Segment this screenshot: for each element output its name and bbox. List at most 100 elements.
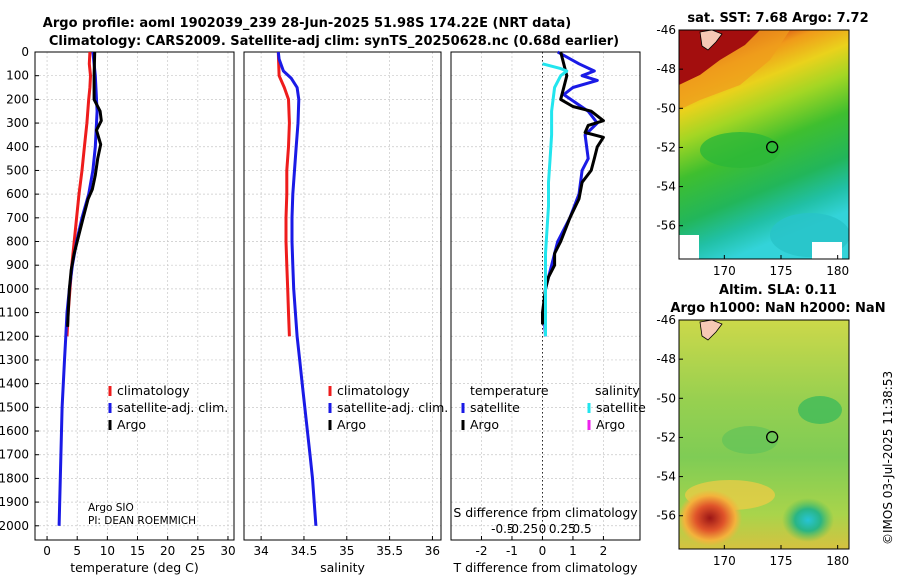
x-tick-label: -2 xyxy=(475,544,487,558)
x-tick-label: 5 xyxy=(73,544,81,558)
x-tick-label: 2 xyxy=(600,544,608,558)
sst-land xyxy=(699,30,723,51)
sla-low-1 xyxy=(798,396,842,424)
y-tick-label: 1900 xyxy=(0,495,29,509)
sst-map-title: sat. SST: 7.68 Argo: 7.72 xyxy=(687,11,868,26)
map-x-tick-label: 180 xyxy=(826,264,849,278)
sst-map: sat. SST: 7.68 Argo: 7.72 -46 -48 -50 -52 -5… xyxy=(656,11,868,278)
map-y-tick-label: -46 xyxy=(656,313,676,327)
map-y-tick-label: -50 xyxy=(656,391,676,405)
x-tick-label: 10 xyxy=(100,544,115,558)
x-tick-label: 20 xyxy=(160,544,175,558)
map-x-tick-label: 175 xyxy=(770,554,793,568)
difference-panel: -2 -1 0 1 2 T difference from climatology S di… xyxy=(450,50,646,575)
x-tick-label: 35.5 xyxy=(376,544,403,558)
map-y-tick-label: -56 xyxy=(656,509,676,523)
sla-high-2 xyxy=(679,490,742,546)
sla-map: Altim. SLA: 0.11 Argo h1000: NaN h2000: … xyxy=(656,283,885,568)
legend-sal-title: salinity xyxy=(595,383,640,398)
s-tick-label: 0.25 xyxy=(549,522,576,536)
sla-map-title1: Altim. SLA: 0.11 xyxy=(719,283,837,298)
x-tick-label: 30 xyxy=(220,544,235,558)
s-tick-label: 0 xyxy=(539,522,547,536)
series-climatology xyxy=(276,51,291,337)
annotation-line: Argo SIO xyxy=(88,502,134,514)
legend-label: Argo xyxy=(117,417,146,432)
x-axis-label: temperature (deg C) xyxy=(70,560,199,575)
x-tick-label: 35 xyxy=(339,544,354,558)
map-y-tick-label: -52 xyxy=(656,430,676,444)
y-tick-label: 1400 xyxy=(0,377,29,391)
x-axis-label: T difference from climatology xyxy=(452,560,638,575)
temperature-panel: 0100200300400500600700800900100011001200… xyxy=(0,45,236,575)
sst-orange-band xyxy=(679,30,790,110)
legend-label: Argo xyxy=(337,417,366,432)
map-y-tick-label: -52 xyxy=(656,140,676,154)
axes-frame xyxy=(34,51,235,541)
map-y-tick-label: -54 xyxy=(656,180,676,194)
y-tick-label: 600 xyxy=(6,187,29,201)
x-axis-label: salinity xyxy=(320,560,365,575)
s-tick-label: 0.5 xyxy=(573,522,592,536)
s-diff-label: S difference from climatology xyxy=(453,505,638,520)
x-tick-label: 0 xyxy=(43,544,51,558)
y-tick-label: 100 xyxy=(6,69,29,83)
title-line1: Argo profile: aoml 1902039_239 28-Jun-20… xyxy=(43,16,571,31)
sst-green-patch xyxy=(700,132,780,168)
map-x-tick-label: 170 xyxy=(713,554,736,568)
credit: ©IMOS 03-Jul-2025 11:38:53 xyxy=(881,371,895,545)
y-tick-label: 1800 xyxy=(0,471,29,485)
legend-label: satellite xyxy=(596,400,646,415)
sla-low-2 xyxy=(722,426,778,454)
y-tick-label: 1300 xyxy=(0,353,29,367)
sst-missing-data-2 xyxy=(679,235,699,259)
x-tick-label: 1 xyxy=(569,544,577,558)
x-tick-label: -1 xyxy=(506,544,518,558)
legend-label: satellite-adj. clim. xyxy=(117,400,228,415)
map-y-tick-label: -54 xyxy=(656,470,676,484)
legend-label: Argo xyxy=(596,417,625,432)
legend-temp-title: temperature xyxy=(470,383,549,398)
sst-float-marker xyxy=(766,140,779,154)
legend-label: climatology xyxy=(117,383,190,398)
sla-float-marker xyxy=(766,430,779,444)
map-x-tick-label: 175 xyxy=(770,264,793,278)
map-y-tick-label: -48 xyxy=(656,62,676,76)
x-tick-label: 0 xyxy=(539,544,547,558)
series-satellite-adj-clim- xyxy=(276,51,318,526)
map-y-tick-label: -50 xyxy=(656,101,676,115)
map-x-tick-label: 180 xyxy=(826,554,849,568)
s-tick-label: -0.5 xyxy=(491,522,514,536)
x-tick-label: 36 xyxy=(425,544,440,558)
legend-label: Argo xyxy=(470,417,499,432)
y-tick-label: 900 xyxy=(6,258,29,272)
sla-land xyxy=(699,320,723,341)
salinity-panel: 34 34.5 35 35.5 36 salinity climatology satelli… xyxy=(243,51,448,575)
y-tick-label: 1700 xyxy=(0,448,29,462)
sst-map-frame xyxy=(678,29,850,260)
series-argo xyxy=(541,51,605,325)
x-tick-label: 15 xyxy=(130,544,145,558)
y-tick-label: 400 xyxy=(6,140,29,154)
y-tick-label: 2000 xyxy=(0,519,29,533)
y-tick-label: 700 xyxy=(6,211,29,225)
legend-label: satellite-adj. clim. xyxy=(337,400,448,415)
legend-label: climatology xyxy=(337,383,410,398)
sla-map-frame xyxy=(678,319,850,550)
y-tick-label: 300 xyxy=(6,116,29,130)
x-tick-label: 34 xyxy=(253,544,268,558)
y-tick-label: 1200 xyxy=(0,329,29,343)
map-y-tick-label: -56 xyxy=(656,219,676,233)
axes-frame xyxy=(243,51,442,541)
y-tick-label: 0 xyxy=(21,45,29,59)
map-x-tick-label: 170 xyxy=(713,264,736,278)
y-tick-label: 500 xyxy=(6,163,29,177)
map-y-tick-label: -48 xyxy=(656,352,676,366)
s-tick-label: -0.25 xyxy=(507,522,538,536)
series-salinity-satellite xyxy=(542,62,569,337)
sla-map-title2: Argo h1000: NaN h2000: NaN xyxy=(670,301,885,316)
y-tick-label: 1600 xyxy=(0,424,29,438)
y-tick-label: 200 xyxy=(6,92,29,106)
sst-warm-patch xyxy=(679,30,760,85)
y-tick-label: 1000 xyxy=(0,282,29,296)
